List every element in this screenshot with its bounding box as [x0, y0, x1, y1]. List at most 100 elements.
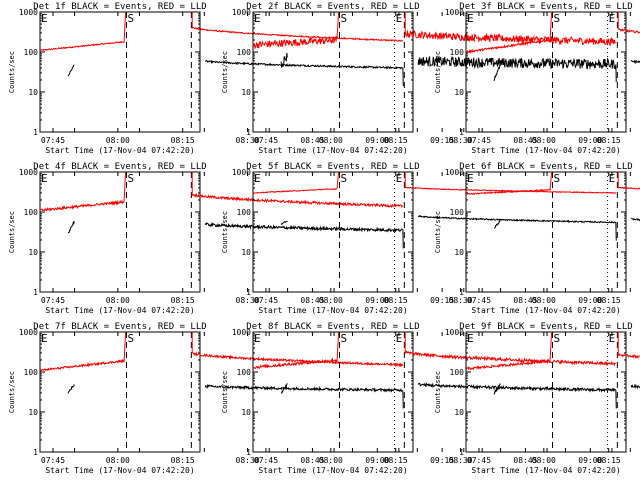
- x-tick-label: 08:45: [300, 456, 324, 465]
- x-tick-label: 08:30: [236, 456, 260, 465]
- x-axis-label: Start Time (17-Nov-04 07:42:20): [45, 466, 194, 475]
- panel-title: Det 8f BLACK = Events, RED = LLD: [246, 322, 419, 332]
- plot-frame: [465, 11, 627, 133]
- panel-title: Det 9f BLACK = Events, RED = LLD: [459, 322, 632, 332]
- y-tick-label: 1000: [445, 328, 464, 337]
- x-tick-label: 09:00: [578, 456, 602, 465]
- plot-frame: [39, 11, 201, 133]
- y-axis-label: Counts/sec: [434, 371, 442, 413]
- marker-label: E: [254, 12, 261, 25]
- y-axis-label: Counts/sec: [221, 211, 229, 253]
- x-axis-label: Start Time (17-Nov-04 07:42:20): [258, 306, 407, 315]
- y-tick-label: 100: [450, 208, 465, 217]
- x-tick-label: 09:00: [578, 296, 602, 305]
- x-tick-label: 08:00: [106, 456, 130, 465]
- x-tick-label: 08:30: [236, 296, 260, 305]
- y-tick-label: 1000: [19, 328, 38, 337]
- panel-title: Det 3f BLACK = Events, RED = LLD: [459, 2, 632, 12]
- y-tick-label: 100: [450, 368, 465, 377]
- y-tick-label: 100: [237, 48, 252, 57]
- series-events-line: [493, 220, 501, 229]
- series-events-line: [67, 220, 75, 234]
- x-tick-label: 08:00: [319, 296, 343, 305]
- y-tick-label: 1: [246, 128, 251, 137]
- x-axis-label: Start Time (17-Nov-04 07:42:20): [258, 466, 407, 475]
- y-tick-label: 100: [237, 368, 252, 377]
- series-lld-line: [617, 332, 640, 359]
- y-tick-label: 10: [28, 88, 38, 97]
- series-lld-line: [39, 171, 127, 212]
- marker-label: E: [254, 172, 261, 185]
- marker-label: S: [340, 12, 347, 25]
- series-lld-line: [465, 331, 553, 371]
- marker-label: E: [396, 12, 403, 25]
- y-tick-label: 100: [24, 208, 39, 217]
- marker-label: E: [467, 172, 474, 185]
- plot-frame: [39, 171, 201, 293]
- x-tick-label: 09:00: [365, 296, 389, 305]
- plot-frame: [39, 331, 201, 453]
- marker-label: S: [127, 332, 134, 345]
- x-tick-label: 08:15: [171, 296, 195, 305]
- y-tick-label: 10: [28, 248, 38, 257]
- y-tick-label: 1000: [19, 168, 38, 177]
- x-tick-label: 08:00: [106, 136, 130, 145]
- x-tick-label: 08:30: [449, 136, 473, 145]
- x-axis-label: Start Time (17-Nov-04 07:42:20): [45, 146, 194, 155]
- x-tick-label: 07:45: [41, 296, 65, 305]
- marker-label: S: [553, 12, 560, 25]
- x-tick-label: 08:15: [384, 136, 408, 145]
- x-tick-label: 08:45: [513, 456, 537, 465]
- panel-title: Det 5f BLACK = Events, RED = LLD: [246, 162, 419, 172]
- series-lld-line: [404, 332, 617, 367]
- series-lld-line: [191, 12, 404, 43]
- y-tick-label: 10: [454, 248, 464, 257]
- plot-frame: [252, 171, 414, 293]
- x-tick-label: 07:45: [467, 296, 491, 305]
- x-tick-label: 08:00: [319, 456, 343, 465]
- y-axis-label: Counts/sec: [434, 51, 442, 93]
- y-axis-label: Counts/sec: [8, 211, 16, 253]
- x-tick-label: 07:45: [254, 136, 278, 145]
- series-events-line: [631, 217, 640, 222]
- marker-label: E: [396, 172, 403, 185]
- y-tick-label: 1: [33, 288, 38, 297]
- series-events-line: [493, 63, 501, 82]
- x-tick-label: 09:15: [430, 136, 454, 145]
- plot-frame: [465, 331, 627, 453]
- x-tick-label: 08:15: [171, 456, 195, 465]
- y-tick-label: 100: [450, 48, 465, 57]
- panel-title: Det 2f BLACK = Events, RED = LLD: [246, 2, 419, 12]
- x-tick-label: 08:15: [597, 136, 621, 145]
- y-tick-label: 10: [454, 88, 464, 97]
- panel-title: Det 4f BLACK = Events, RED = LLD: [33, 162, 206, 172]
- panel-title: Det 7f BLACK = Events, RED = LLD: [33, 322, 206, 332]
- x-tick-label: 08:00: [319, 136, 343, 145]
- y-tick-label: 1: [246, 448, 251, 457]
- x-axis-label: Start Time (17-Nov-04 07:42:20): [471, 466, 620, 475]
- x-tick-label: 08:45: [513, 136, 537, 145]
- x-tick-label: 08:45: [300, 296, 324, 305]
- y-tick-label: 1000: [445, 8, 464, 17]
- series-events-line: [67, 384, 75, 394]
- plot-frame: [252, 11, 414, 133]
- y-tick-label: 100: [237, 208, 252, 217]
- y-tick-label: 100: [24, 368, 39, 377]
- series-lld-line: [404, 172, 617, 194]
- marker-label: E: [467, 12, 474, 25]
- marker-label: E: [41, 332, 48, 345]
- x-tick-label: 08:00: [532, 296, 556, 305]
- marker-label: E: [41, 172, 48, 185]
- y-tick-label: 1000: [232, 328, 251, 337]
- y-tick-label: 1: [33, 128, 38, 137]
- marker-label: E: [609, 172, 616, 185]
- series-events-line: [630, 59, 640, 65]
- x-tick-label: 07:45: [254, 456, 278, 465]
- y-tick-label: 1000: [232, 8, 251, 17]
- y-tick-label: 1: [459, 288, 464, 297]
- marker-label: E: [254, 332, 261, 345]
- y-tick-label: 1: [33, 448, 38, 457]
- x-tick-label: 09:00: [578, 136, 602, 145]
- y-tick-label: 1: [459, 448, 464, 457]
- x-axis-label: Start Time (17-Nov-04 07:42:20): [45, 306, 194, 315]
